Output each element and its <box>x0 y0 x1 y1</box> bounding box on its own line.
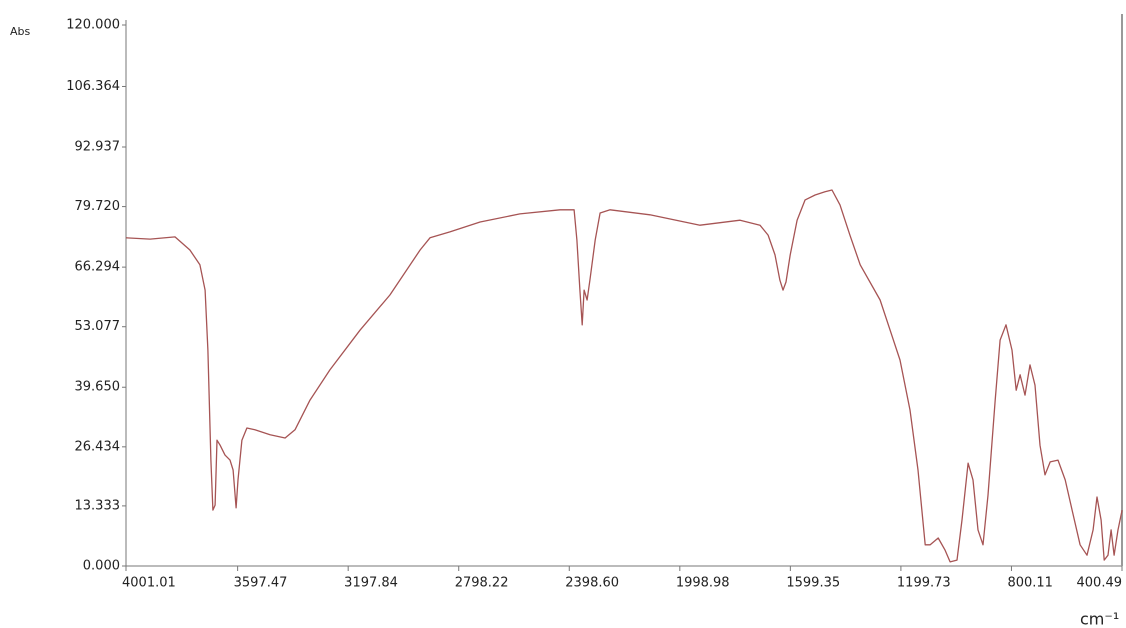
y-tick-label: 92.937 <box>75 140 121 155</box>
x-tick-label: 3597.47 <box>234 576 288 591</box>
x-tick-label: 1998.98 <box>676 576 730 591</box>
x-tick-label: 2798.22 <box>455 576 509 591</box>
x-tick-label: 1199.73 <box>897 576 951 591</box>
spectrum-line <box>125 189 1123 563</box>
y-tick-label: 53.077 <box>75 319 121 334</box>
x-axis-label: cm⁻¹ <box>1080 610 1119 628</box>
y-tick-label: 66.294 <box>75 260 121 275</box>
y-tick-label: 26.434 <box>75 439 121 454</box>
y-tick-label: 39.650 <box>75 380 121 395</box>
x-tick-label: 4001.01 <box>122 576 176 591</box>
y-axis-label: Abs <box>10 25 31 38</box>
x-tick-label: 2398.60 <box>565 576 619 591</box>
x-tick-label: 3197.84 <box>344 576 398 591</box>
y-tick-label: 79.720 <box>75 199 121 214</box>
x-tick-label: 800.11 <box>1007 576 1052 591</box>
y-tick-label: 106.364 <box>66 79 120 94</box>
y-tick-label: 0.000 <box>83 559 120 574</box>
y-tick-label: 13.333 <box>75 498 121 513</box>
x-tick-label: 400.49 <box>1077 576 1123 591</box>
x-tick-label: 1599.35 <box>786 576 840 591</box>
y-tick-label: 120.000 <box>66 18 120 33</box>
